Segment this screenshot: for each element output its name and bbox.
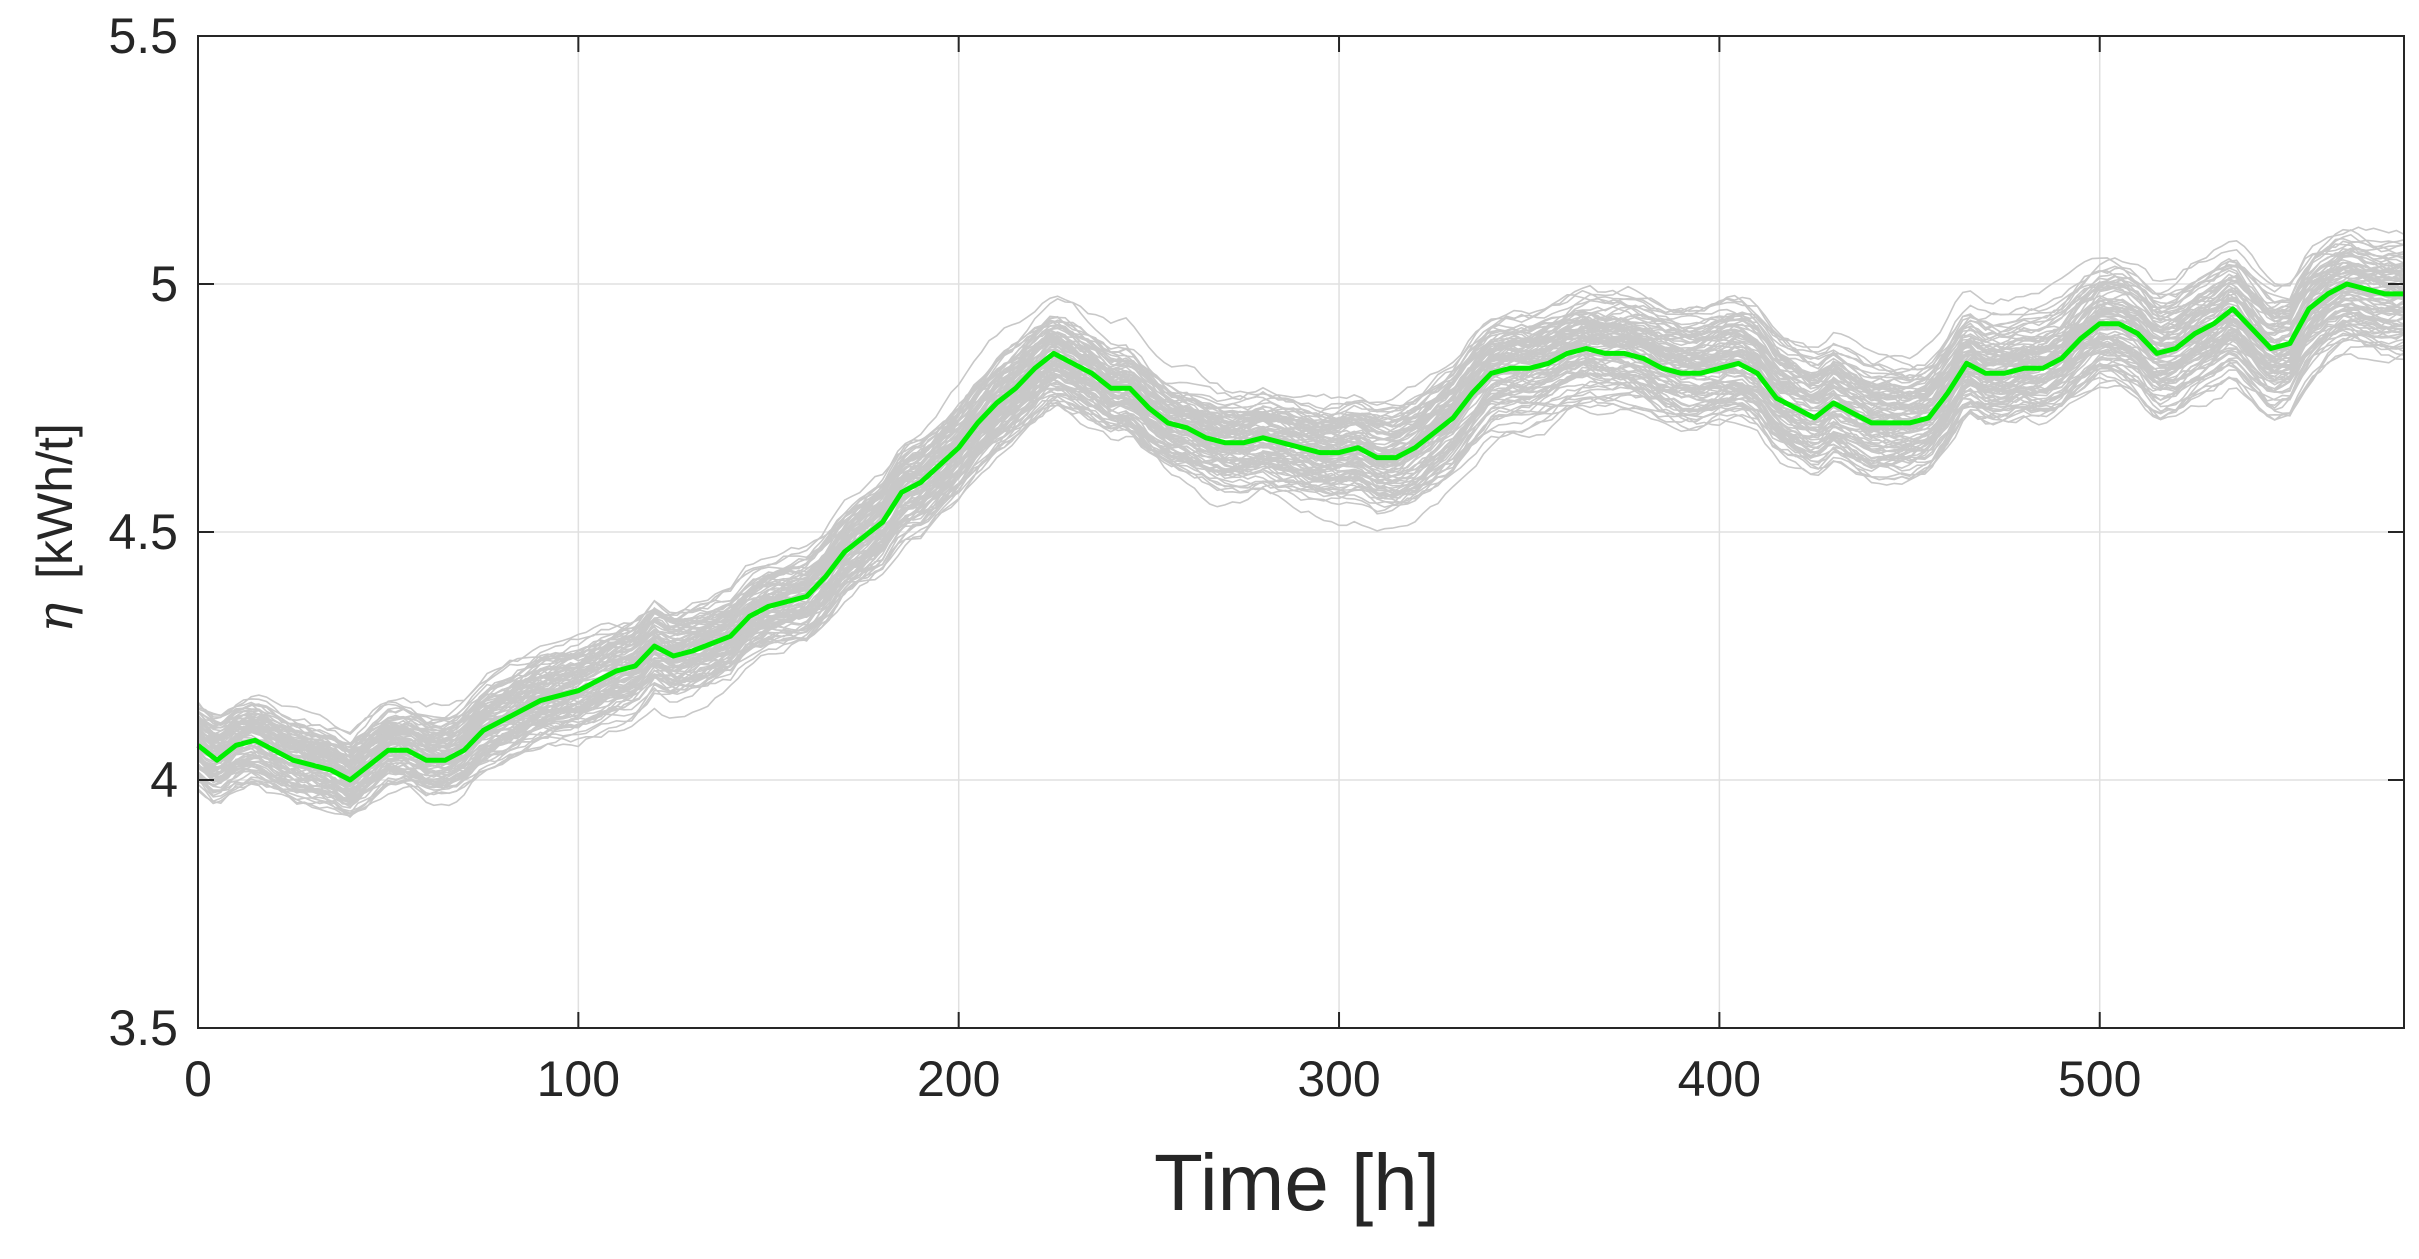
ensemble-line <box>197 298 2405 774</box>
y-tick-labels: 3.5 4 4.5 5 5.5 <box>108 8 178 1056</box>
ensemble-line <box>197 311 2405 759</box>
ensemble-line <box>197 282 2405 772</box>
y-axis-symbol: η <box>26 603 84 633</box>
ensemble-line <box>197 291 2405 797</box>
ensemble-line <box>197 262 2405 766</box>
x-axis-title: Time [h] <box>1154 1138 1440 1227</box>
y-tick-label: 3.5 <box>108 1000 178 1056</box>
ensemble-line <box>197 291 2405 815</box>
ensemble-line <box>197 284 2405 783</box>
x-tick-label: 300 <box>1297 1051 1380 1107</box>
mean-trace <box>196 281 2404 783</box>
ensemble-line <box>197 293 2405 794</box>
ensemble-line <box>197 309 2405 787</box>
ensemble-line <box>197 254 2405 799</box>
y-tick-label: 5 <box>150 256 178 312</box>
x-tick-label: 500 <box>2058 1051 2141 1107</box>
ensemble-line <box>197 251 2405 766</box>
x-tick-label: 400 <box>1678 1051 1761 1107</box>
ensemble-line <box>197 287 2405 736</box>
grid-lines <box>197 35 2404 1029</box>
y-tick-label: 4 <box>150 752 178 808</box>
ensemble-line <box>197 311 2405 815</box>
y-axis-title: η [kWh/t] <box>26 423 84 632</box>
axis-ticks <box>197 35 2404 1029</box>
ensemble-line <box>197 275 2405 768</box>
x-tick-label: 100 <box>537 1051 620 1107</box>
mean-line <box>196 281 2404 783</box>
y-tick-label: 4.5 <box>108 504 178 560</box>
y-tick-label: 5.5 <box>108 8 178 64</box>
x-tick-label: 200 <box>917 1051 1000 1107</box>
ensemble-line <box>197 296 2405 797</box>
ensemble-line <box>197 239 2405 745</box>
ensemble-line <box>197 281 2405 817</box>
y-axis-unit: [kWh/t] <box>27 423 83 579</box>
ensemble-line <box>197 297 2405 812</box>
ensemble-line <box>197 310 2405 797</box>
ensemble-traces <box>197 226 2405 819</box>
x-tick-label: 0 <box>184 1051 212 1107</box>
x-tick-labels: 0 100 200 300 400 500 <box>184 1051 2141 1107</box>
